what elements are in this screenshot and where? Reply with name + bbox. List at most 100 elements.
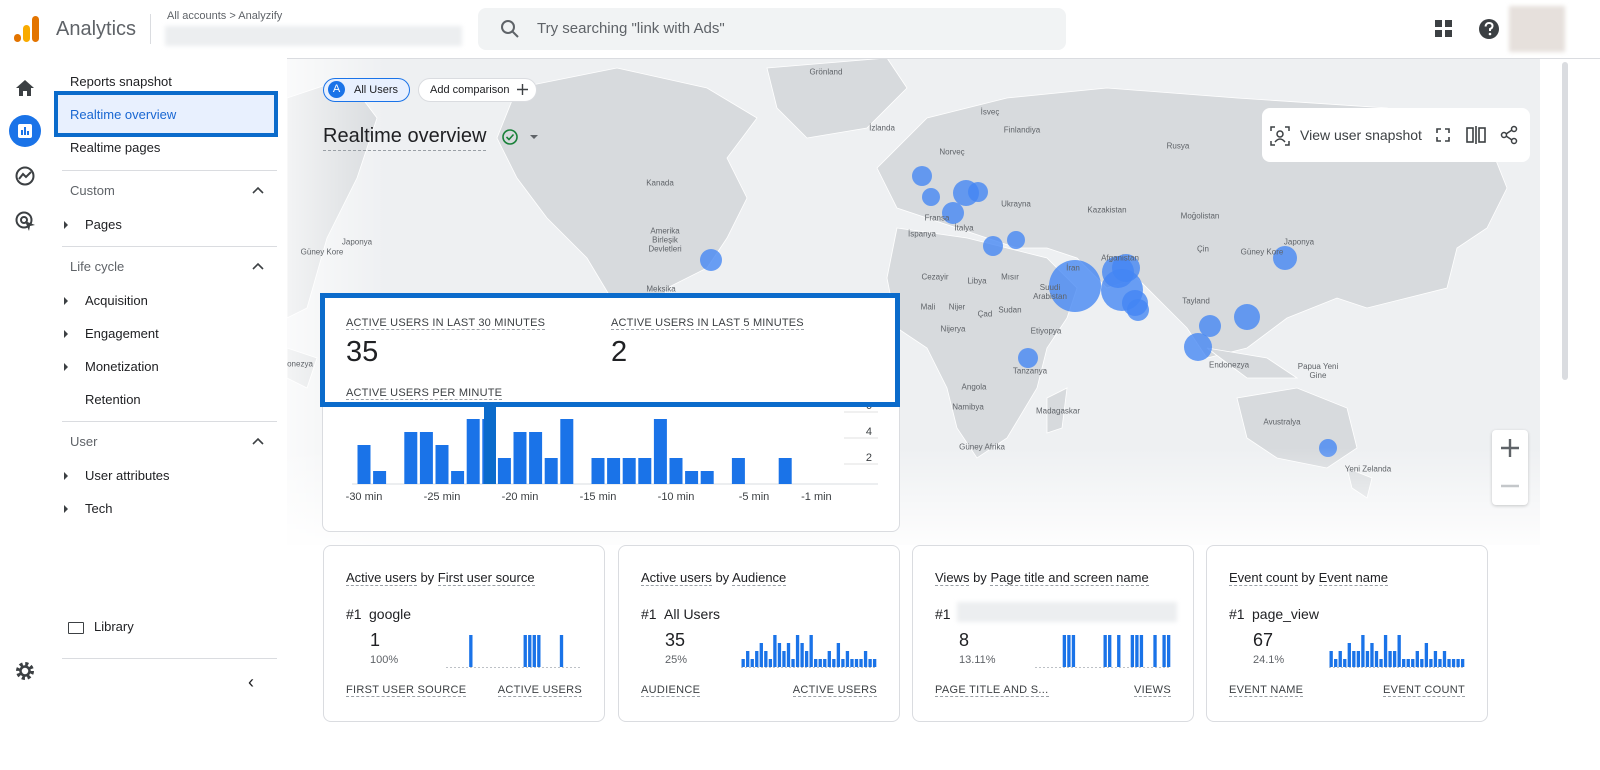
map-label: Japonya: [341, 237, 373, 247]
nav-divider: [62, 170, 277, 171]
column-header-left: AUDIENCE: [641, 684, 701, 697]
map-label: İtalya: [954, 223, 974, 233]
sparkline-bar: [1166, 635, 1171, 667]
sparkline-bar: [832, 659, 836, 667]
sparkline-bar: [1402, 659, 1406, 667]
expand-arrow: [64, 221, 68, 229]
card-by: by: [420, 570, 435, 585]
card-dimension[interactable]: First user source: [437, 570, 535, 586]
per-minute-chart: 246-30 min-25 min-20 min-15 min-10 min-5…: [346, 400, 878, 503]
sparkline-bar: [528, 635, 532, 667]
nav-item[interactable]: Reports snapshot: [70, 74, 172, 89]
zoom-out[interactable]: [1501, 477, 1519, 495]
report-card: Active users by First user source #1 googl…: [323, 545, 605, 722]
explore-icon[interactable]: [15, 166, 35, 186]
map-toolbar: View user snapshot: [1262, 108, 1530, 162]
column-header-right: ACTIVE USERS: [792, 684, 877, 697]
sparkline-bar: [1406, 659, 1410, 667]
bar: [669, 458, 683, 484]
compare-icon[interactable]: [1466, 126, 1486, 144]
highlight-box: ACTIVE USERS PER MINUTE ACTIVE USERS IN …: [320, 293, 900, 407]
report-card: Views by Page title and screen name #1 8 13…: [912, 545, 1194, 722]
nav-item[interactable]: Realtime pages: [70, 140, 161, 155]
search-icon: [501, 20, 519, 38]
map-label: Suudi Arabistan: [1033, 283, 1067, 301]
settings-icon[interactable]: [15, 661, 35, 681]
sparkline-bar: [1162, 635, 1166, 667]
zoom-in[interactable]: [1501, 439, 1519, 457]
bar: [419, 432, 433, 484]
map-label: Namibya: [952, 402, 984, 412]
sparkline-bar: [523, 635, 527, 667]
nav-section-title[interactable]: Life cycle: [70, 259, 125, 274]
sparkline-bar: [1117, 635, 1121, 667]
advertising-icon[interactable]: [15, 211, 37, 233]
expand-arrow: [64, 330, 68, 338]
column-header-left: PAGE TITLE AND S...: [935, 684, 1049, 697]
zoom-controls: [1492, 430, 1528, 505]
breadcrumb[interactable]: All accounts > Analyzify: [167, 10, 283, 22]
title-status[interactable]: [501, 128, 541, 146]
reports-icon[interactable]: [9, 115, 41, 147]
segment-chip[interactable]: A All Users: [323, 78, 410, 102]
nav-item[interactable]: Monetization: [85, 359, 159, 374]
nav-item[interactable]: Realtime overview: [70, 107, 177, 122]
card-sparkline: [741, 635, 877, 668]
sparkline-bar: [1356, 651, 1361, 667]
header: Analytics All accounts > Analyzify Try s…: [0, 0, 1600, 59]
nav-library[interactable]: Library: [94, 619, 134, 634]
add-comparison[interactable]: Add comparison: [418, 78, 537, 102]
sparkline-bar: [1383, 635, 1388, 667]
collapse-chevron[interactable]: [252, 437, 264, 447]
sparkline-bar: [1388, 651, 1392, 667]
card-metric[interactable]: Active users: [641, 570, 712, 586]
nav-selected-bg: [54, 91, 278, 137]
card-metric[interactable]: Event count: [1229, 570, 1298, 586]
map-label: Cezayir: [921, 272, 949, 282]
card-rank: #1: [346, 606, 362, 622]
nav-item[interactable]: Pages: [85, 217, 122, 232]
metric-value: 35: [346, 336, 379, 368]
share-icon[interactable]: [1500, 125, 1518, 145]
search-box[interactable]: Try searching "link with Ads": [478, 8, 1066, 50]
home-icon[interactable]: [15, 79, 35, 97]
nav-item[interactable]: Engagement: [85, 326, 159, 341]
nav-item[interactable]: User attributes: [85, 468, 170, 483]
avatar[interactable]: [1509, 6, 1565, 52]
nav-divider: [62, 246, 277, 247]
sparkline-bar: [559, 635, 564, 667]
sparkline-bar: [1361, 635, 1365, 667]
card-metric[interactable]: Active users: [346, 570, 417, 586]
chart-title: ACTIVE USERS PER MINUTE: [346, 387, 503, 400]
card-top-name: page_view: [1252, 606, 1319, 622]
bar: [622, 458, 636, 484]
view-user-snapshot[interactable]: View user snapshot: [1300, 127, 1422, 143]
map-label: Ukrayna: [1001, 199, 1031, 209]
x-tick-label: -20 min: [502, 491, 539, 503]
sparkline-bar: [850, 659, 854, 667]
nav-item[interactable]: Retention: [85, 392, 141, 407]
nav-section-title[interactable]: Custom: [70, 183, 115, 198]
nav-item[interactable]: Acquisition: [85, 293, 148, 308]
card-dimension[interactable]: Page title and screen name: [990, 570, 1149, 586]
bar: [451, 471, 465, 484]
card-dimension[interactable]: Audience: [732, 570, 787, 586]
sparkline-bar: [782, 651, 786, 667]
card-dimension[interactable]: Event name: [1318, 570, 1389, 586]
card-top-name: google: [369, 606, 412, 622]
collapse-sidebar[interactable]: ‹: [248, 672, 254, 692]
app-name: Analytics: [56, 18, 137, 40]
snapshot-icon[interactable]: [1270, 126, 1290, 146]
sparkline-bar: [1438, 659, 1442, 667]
collapse-chevron[interactable]: [252, 262, 264, 272]
map-label: Tanzanya: [1012, 366, 1048, 376]
help-icon[interactable]: [1478, 18, 1500, 40]
card-metric[interactable]: Views: [935, 570, 970, 586]
x-tick-label: -1 min: [801, 491, 832, 503]
apps-icon[interactable]: [1435, 20, 1453, 38]
map-label: Libya: [967, 276, 987, 286]
nav-section-title[interactable]: User: [70, 434, 98, 449]
fullscreen-icon[interactable]: [1436, 128, 1450, 142]
nav-item[interactable]: Tech: [85, 501, 113, 516]
collapse-chevron[interactable]: [252, 186, 264, 196]
